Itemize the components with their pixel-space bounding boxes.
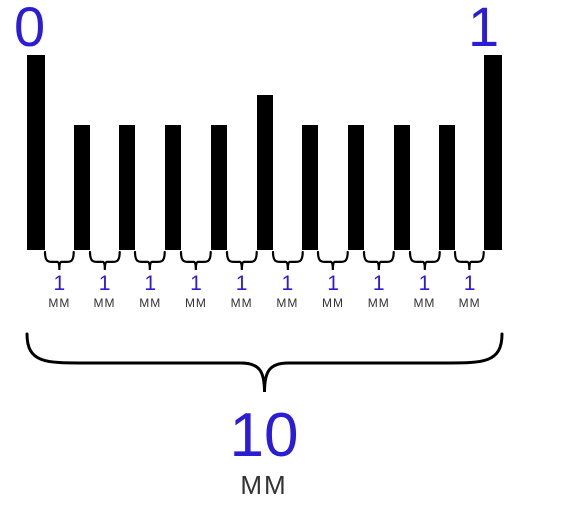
minor-tick: [119, 125, 135, 250]
minor-tick: [165, 125, 181, 250]
segment-brace: [181, 252, 211, 272]
minor-tick: [439, 125, 455, 250]
segment-unit: MM: [87, 296, 123, 310]
segment-unit: MM: [41, 296, 77, 310]
segment-brace: [273, 252, 303, 272]
segment-brace: [45, 252, 74, 272]
segment-brace: [318, 252, 348, 272]
segment-value: 1: [455, 272, 485, 296]
total-unit: MM: [204, 470, 324, 501]
minor-tick: [394, 125, 410, 250]
segment-unit: MM: [178, 296, 214, 310]
minor-tick: [74, 125, 90, 250]
segment-unit: MM: [132, 296, 168, 310]
ruler: [27, 0, 502, 250]
segment-value: 1: [318, 272, 348, 296]
segment-value: 1: [227, 272, 257, 296]
segment-brace: [364, 252, 394, 272]
segment-brace: [455, 252, 484, 272]
total-brace: [27, 334, 502, 396]
major-tick: [27, 55, 45, 250]
segment-brace: [135, 252, 165, 272]
segment-unit: MM: [315, 296, 351, 310]
minor-tick: [211, 125, 227, 250]
segment-value: 1: [135, 272, 165, 296]
minor-tick: [302, 125, 318, 250]
segment-unit: MM: [361, 296, 397, 310]
segment-unit: MM: [406, 296, 442, 310]
segment-brace: [227, 252, 257, 272]
segment-brace: [90, 252, 120, 272]
segment-unit: MM: [269, 296, 305, 310]
segment-value: 1: [364, 272, 394, 296]
segment-unit: MM: [224, 296, 260, 310]
total-value: 10: [204, 400, 324, 471]
ruler-diagram: 011MM1MM1MM1MM1MM1MM1MM1MM1MM1MM10MM: [0, 0, 565, 522]
major-tick: [484, 55, 502, 250]
segment-value: 1: [44, 272, 74, 296]
segment-brace: [410, 252, 440, 272]
segment-value: 1: [409, 272, 439, 296]
segment-unit: MM: [452, 296, 488, 310]
segment-value: 1: [272, 272, 302, 296]
segment-value: 1: [181, 272, 211, 296]
minor-tick: [348, 125, 364, 250]
segment-value: 1: [90, 272, 120, 296]
mid-tick: [257, 95, 273, 250]
